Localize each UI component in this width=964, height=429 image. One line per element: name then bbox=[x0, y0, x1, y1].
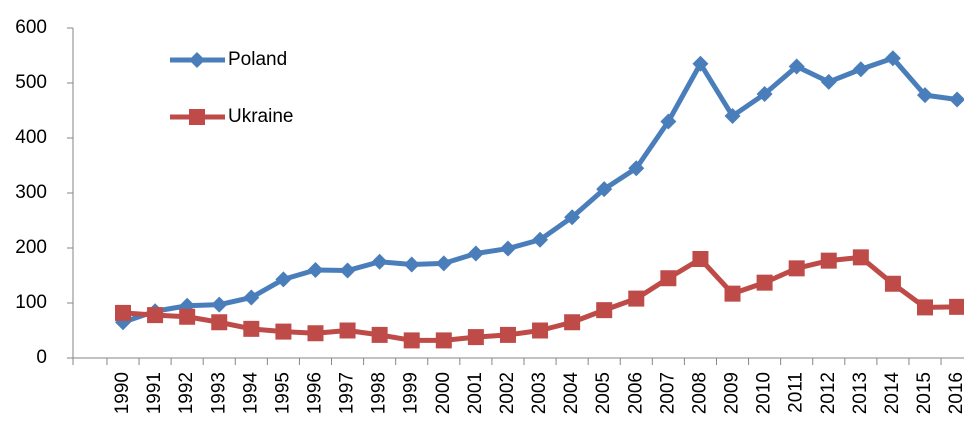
point bbox=[275, 323, 292, 340]
point bbox=[564, 209, 581, 226]
point bbox=[179, 308, 196, 325]
point bbox=[467, 245, 484, 262]
x-tick-label: 2016 bbox=[946, 372, 964, 414]
y-tick-label: 200 bbox=[15, 237, 47, 258]
x-tick-label: 1994 bbox=[240, 372, 261, 415]
y-tick-label: 600 bbox=[15, 17, 47, 38]
point bbox=[211, 296, 228, 313]
point bbox=[852, 249, 869, 266]
x-tick-label: 2008 bbox=[689, 372, 710, 414]
point bbox=[307, 325, 324, 342]
x-tick-label: 2006 bbox=[625, 372, 646, 414]
point bbox=[243, 289, 260, 306]
point bbox=[660, 113, 677, 130]
point bbox=[724, 285, 741, 302]
point bbox=[371, 253, 388, 270]
point bbox=[788, 58, 805, 75]
y-tick-label: 300 bbox=[15, 182, 47, 203]
point bbox=[435, 255, 452, 272]
point bbox=[917, 87, 933, 104]
point bbox=[660, 270, 677, 287]
legend-marker bbox=[189, 109, 205, 125]
x-tick-label: 1992 bbox=[176, 372, 197, 414]
y-tick-label: 0 bbox=[36, 347, 47, 368]
point bbox=[403, 332, 420, 349]
point bbox=[788, 260, 805, 277]
point bbox=[820, 252, 837, 269]
legend-label: Poland bbox=[228, 49, 287, 70]
point bbox=[692, 251, 709, 267]
point bbox=[339, 322, 356, 339]
point bbox=[243, 320, 260, 337]
x-tick-label: 2015 bbox=[914, 372, 935, 414]
legend-marker bbox=[189, 52, 205, 68]
x-tick-label: 1993 bbox=[208, 372, 229, 414]
point bbox=[596, 181, 613, 198]
x-tick-label: 2001 bbox=[465, 372, 486, 414]
point bbox=[596, 302, 613, 319]
point bbox=[307, 262, 324, 278]
x-tick-label: 1990 bbox=[112, 372, 133, 414]
y-tick-label: 400 bbox=[15, 127, 47, 148]
point bbox=[211, 314, 228, 331]
x-tick-label: 1998 bbox=[369, 372, 390, 414]
point bbox=[884, 50, 901, 67]
x-tick-label: 2011 bbox=[786, 372, 807, 413]
x-tick-label: 1996 bbox=[304, 372, 325, 414]
point bbox=[949, 298, 964, 315]
point bbox=[628, 290, 645, 307]
point bbox=[852, 61, 869, 78]
y-tick-label: 500 bbox=[15, 72, 47, 93]
point bbox=[564, 314, 581, 331]
point bbox=[532, 231, 549, 248]
x-tick-label: 1991 bbox=[144, 372, 165, 414]
x-tick-label: 2000 bbox=[433, 372, 454, 414]
point bbox=[917, 299, 933, 316]
x-tick-label: 2010 bbox=[754, 372, 775, 414]
point bbox=[692, 55, 709, 72]
point bbox=[499, 240, 516, 257]
x-tick-label: 2007 bbox=[657, 372, 678, 414]
point bbox=[724, 108, 741, 124]
point bbox=[756, 274, 773, 291]
y-tick-label: 100 bbox=[15, 292, 47, 313]
x-tick-label: 2009 bbox=[722, 372, 743, 414]
point bbox=[275, 271, 292, 288]
point bbox=[820, 73, 837, 90]
point bbox=[403, 256, 420, 273]
point bbox=[147, 307, 164, 324]
point bbox=[467, 329, 484, 346]
point bbox=[499, 326, 516, 343]
point bbox=[884, 275, 901, 292]
x-tick-label: 2014 bbox=[882, 372, 903, 415]
x-tick-label: 2013 bbox=[850, 372, 871, 414]
x-tick-label: 2005 bbox=[593, 372, 614, 414]
point bbox=[949, 91, 964, 108]
x-tick-label: 2002 bbox=[497, 372, 518, 414]
x-tick-label: 1999 bbox=[401, 372, 422, 414]
x-tick-label: 1995 bbox=[272, 372, 293, 414]
point bbox=[115, 304, 131, 321]
x-tick-label: 2012 bbox=[818, 372, 839, 414]
point bbox=[371, 326, 388, 343]
point bbox=[339, 262, 356, 279]
point bbox=[435, 332, 452, 349]
point bbox=[756, 86, 773, 102]
point bbox=[628, 160, 645, 177]
series-line bbox=[122, 55, 958, 325]
x-tick-label: 1997 bbox=[337, 372, 358, 414]
point bbox=[532, 322, 549, 339]
x-tick-label: 2003 bbox=[529, 372, 550, 414]
legend-label: Ukraine bbox=[228, 106, 293, 127]
x-tick-label: 2004 bbox=[561, 372, 582, 415]
